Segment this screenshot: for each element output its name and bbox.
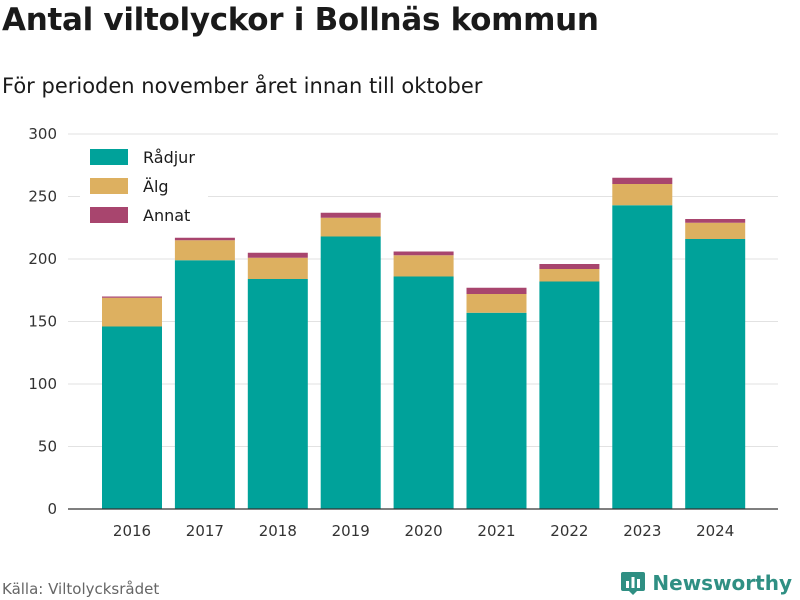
bar-2019-annat [320, 212, 381, 218]
y-tick-label: 200 [28, 250, 57, 268]
bar-2023-älg [612, 184, 673, 206]
x-tick-label: 2019 [332, 522, 370, 540]
bar-2019-älg [320, 217, 381, 237]
legend-swatch-rådjur [90, 149, 128, 165]
chart-title: Antal viltolyckor i Bollnäs kommun [2, 2, 599, 38]
bar-2024-annat [685, 219, 746, 223]
bar-2017-annat [174, 237, 235, 241]
legend-label: Rådjur [143, 148, 195, 167]
legend-swatch-annat [90, 207, 128, 223]
bar-2020-annat [393, 251, 454, 256]
x-tick-label: 2020 [405, 522, 443, 540]
bar-2016-rådjur [102, 326, 162, 509]
bar-2016-annat [102, 296, 162, 298]
bar-2020-älg [393, 255, 454, 277]
bar-2018-rådjur [247, 279, 308, 509]
bar-2022-annat [539, 264, 600, 269]
bar-2021-älg [466, 294, 527, 313]
newsworthy-logo: Newsworthy [620, 570, 792, 596]
bar-2022-rådjur [539, 281, 600, 509]
x-tick-label: 2016 [113, 522, 151, 540]
bar-2021-annat [466, 287, 527, 294]
y-tick-label: 0 [47, 500, 57, 518]
x-tick-label: 2024 [696, 522, 734, 540]
bar-2023-rådjur [612, 205, 673, 509]
x-tick-label: 2017 [186, 522, 224, 540]
source-note: Källa: Viltolycksrådet [2, 580, 160, 598]
bar-2019-rådjur [320, 236, 381, 509]
bar-2017-rådjur [174, 260, 235, 509]
x-tick-label: 2022 [550, 522, 588, 540]
legend-label: Annat [143, 206, 190, 225]
bar-2024-rådjur [685, 239, 746, 509]
bar-2022-älg [539, 269, 600, 282]
y-tick-label: 100 [28, 375, 57, 393]
legend-label: Älg [143, 177, 169, 196]
bar-2016-älg [102, 297, 162, 327]
bar-2017-älg [174, 240, 235, 261]
x-tick-label: 2023 [623, 522, 661, 540]
legend-swatch-älg [90, 178, 128, 194]
y-tick-label: 50 [38, 438, 57, 456]
brand-name: Newsworthy [652, 571, 792, 595]
y-tick-label: 300 [28, 125, 57, 143]
bar-2021-rådjur [466, 312, 527, 509]
bar-2023-annat [612, 177, 673, 184]
chart-subtitle: För perioden november året innan till ok… [2, 74, 483, 98]
bar-2024-älg [685, 222, 746, 239]
y-tick-label: 150 [28, 313, 57, 331]
y-tick-label: 250 [28, 188, 57, 206]
bar-2020-rådjur [393, 276, 454, 509]
bar-2018-annat [247, 252, 308, 258]
bar-2018-älg [247, 257, 308, 279]
x-tick-label: 2021 [477, 522, 515, 540]
x-tick-label: 2018 [259, 522, 297, 540]
bar-chart-icon [621, 572, 646, 595]
